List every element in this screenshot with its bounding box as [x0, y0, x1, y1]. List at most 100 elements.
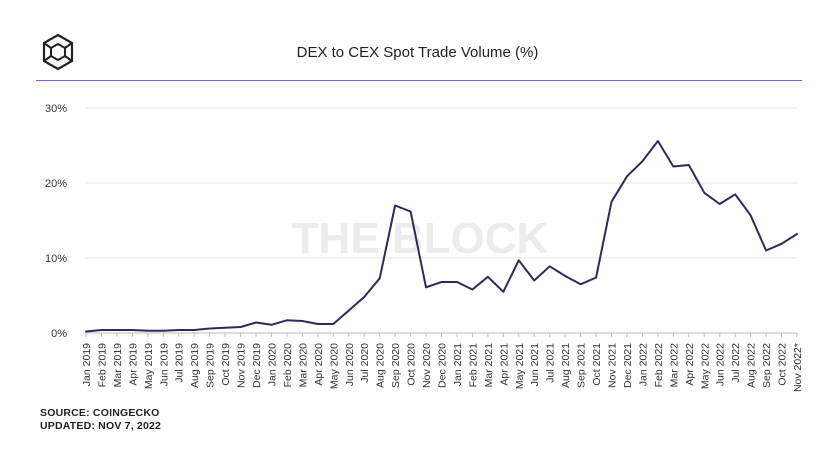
x-tick-label: Nov 2019 — [236, 343, 248, 388]
data-point — [532, 278, 537, 283]
data-point — [238, 325, 243, 330]
x-tick-label: Mar 2020 — [297, 343, 309, 388]
data-point — [717, 202, 722, 207]
data-point — [300, 319, 305, 324]
data-point — [145, 328, 150, 333]
x-tick-label: Jul 2019 — [174, 343, 186, 383]
data-point — [516, 258, 521, 263]
x-tick-label: Mar 2019 — [112, 343, 124, 388]
x-tick-label: Nov 2022* — [792, 343, 804, 392]
x-tick-label: Oct 2020 — [406, 343, 418, 386]
data-point — [748, 213, 753, 218]
data-point — [454, 280, 459, 285]
x-tick-label: Jul 2022 — [730, 343, 742, 383]
x-tick-label: Sep 2020 — [390, 343, 402, 388]
data-point — [501, 289, 506, 294]
data-point — [485, 274, 490, 279]
x-tick-label: Jul 2020 — [359, 343, 371, 383]
data-point — [362, 295, 367, 300]
x-tick-label: Feb 2021 — [467, 343, 479, 388]
chart-title: DEX to CEX Spot Trade Volume (%) — [296, 44, 539, 61]
data-point — [393, 203, 398, 208]
x-tick-label: Jun 2020 — [344, 343, 356, 386]
x-tick-label: Dec 2021 — [622, 343, 634, 388]
x-tick-label: Nov 2020 — [421, 343, 433, 388]
data-point — [99, 328, 104, 333]
x-tick-label: Sep 2019 — [205, 343, 217, 388]
data-point — [254, 320, 259, 325]
data-point — [547, 264, 552, 269]
data-point — [408, 209, 413, 214]
x-tick-label: Oct 2019 — [220, 343, 232, 386]
data-point — [223, 325, 228, 330]
x-tick-label: Oct 2022 — [777, 343, 789, 386]
x-tick-label: Jul 2021 — [545, 343, 557, 383]
data-point — [594, 275, 599, 280]
x-tick-label: Jun 2022 — [715, 343, 727, 386]
x-tick-label: Apr 2021 — [498, 343, 510, 386]
x-tick-label: Jun 2019 — [158, 343, 170, 386]
x-tick-label: Sep 2022 — [761, 343, 773, 388]
y-tick-label: 10% — [45, 253, 67, 265]
x-tick-label: Aug 2022 — [746, 343, 758, 388]
updated-note: UPDATED: NOV 7, 2022 — [40, 420, 162, 432]
x-tick-label: Mar 2021 — [483, 343, 495, 388]
x-tick-label: Dec 2020 — [437, 343, 449, 388]
x-tick-label: Feb 2020 — [282, 343, 294, 388]
data-point — [624, 174, 629, 179]
data-point — [315, 322, 320, 327]
data-point — [671, 164, 676, 169]
data-point — [578, 282, 583, 287]
x-tick-label: Aug 2020 — [375, 343, 387, 388]
x-tick-label: Oct 2021 — [591, 343, 603, 386]
x-tick-label: May 2020 — [328, 343, 340, 389]
x-tick-label: Jan 2022 — [637, 343, 649, 386]
x-tick-label: May 2019 — [143, 343, 155, 389]
data-point — [269, 322, 274, 327]
data-point — [346, 308, 351, 313]
x-tick-label: Jun 2021 — [529, 343, 541, 386]
x-tick-label: Nov 2021 — [607, 343, 619, 388]
x-tick-label: Apr 2022 — [684, 343, 696, 386]
data-point — [192, 328, 197, 333]
data-point — [207, 326, 212, 331]
x-tick-label: Sep 2021 — [576, 343, 588, 388]
x-tick-label: May 2022 — [699, 343, 711, 389]
data-point — [470, 287, 475, 292]
x-tick-label: Aug 2019 — [189, 343, 201, 388]
data-point — [424, 285, 429, 290]
x-tick-label: Jan 2021 — [452, 343, 464, 386]
data-point — [702, 190, 707, 195]
data-point — [284, 318, 289, 323]
data-point — [779, 241, 784, 246]
x-tick-label: May 2021 — [514, 343, 526, 389]
data-point — [84, 329, 89, 334]
x-tick-label: Apr 2020 — [313, 343, 325, 386]
y-tick-label: 30% — [45, 103, 67, 115]
data-point — [114, 328, 119, 333]
x-tick-label: Mar 2022 — [668, 343, 680, 388]
data-point — [795, 232, 800, 237]
x-tick-label: Dec 2019 — [251, 343, 263, 388]
data-point — [640, 159, 645, 164]
x-tick-label: Jan 2020 — [266, 343, 278, 386]
data-point — [686, 163, 691, 168]
data-point — [439, 280, 444, 285]
data-point — [563, 274, 568, 279]
data-point — [733, 192, 738, 197]
x-tick-label: Jan 2019 — [81, 343, 93, 386]
data-point — [130, 328, 135, 333]
y-tick-label: 0% — [51, 328, 67, 340]
the-block-cube-logo-icon — [42, 33, 74, 71]
data-point — [176, 328, 181, 333]
data-point — [377, 276, 382, 281]
source-note: SOURCE: COINGECKO — [40, 407, 160, 419]
data-point — [609, 199, 614, 204]
title-divider — [36, 80, 802, 81]
data-point — [655, 139, 660, 144]
x-tick-label: Apr 2019 — [127, 343, 139, 386]
data-point — [161, 328, 166, 333]
x-tick-label: Feb 2019 — [96, 343, 108, 388]
data-point — [764, 248, 769, 253]
